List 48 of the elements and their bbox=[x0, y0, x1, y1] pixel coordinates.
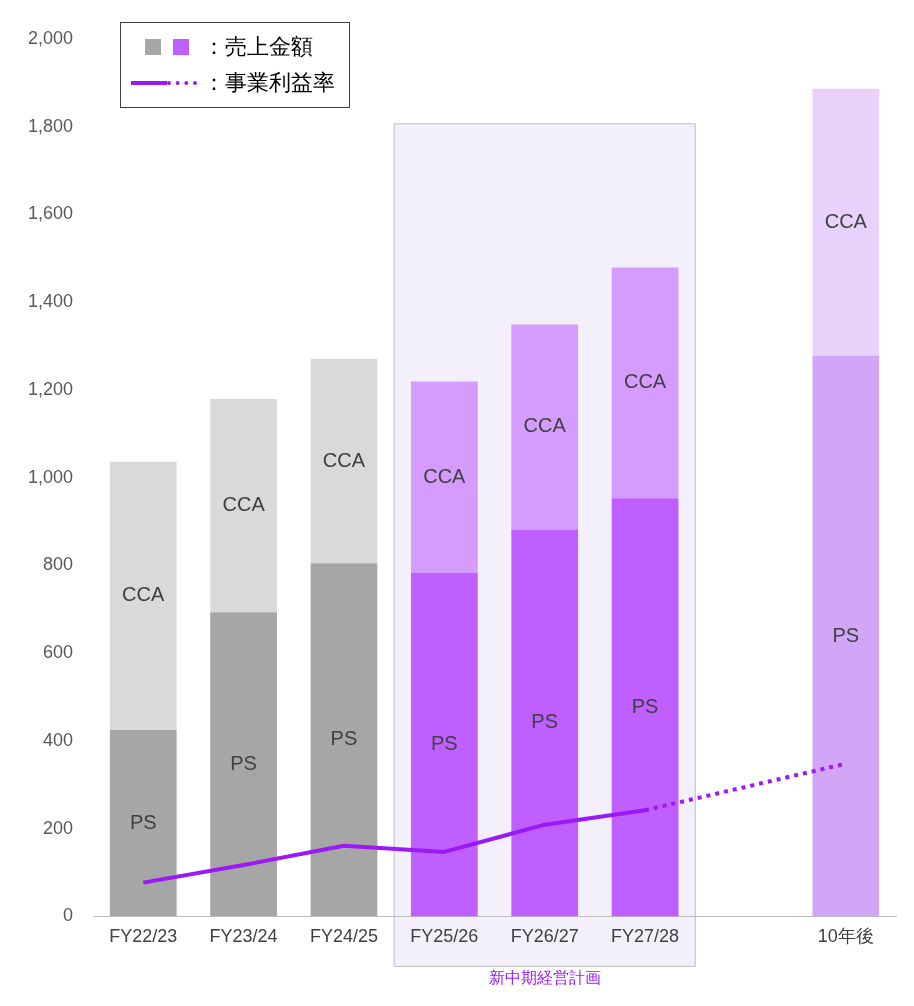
text: CCA bbox=[222, 493, 265, 516]
text: PS bbox=[129, 810, 157, 833]
series-label: CCA bbox=[122, 583, 165, 606]
bar bbox=[812, 355, 880, 917]
y-tick-label: 800 bbox=[43, 554, 74, 575]
x-tick-label: FY26/27 bbox=[510, 926, 579, 947]
bar bbox=[109, 729, 177, 917]
bar bbox=[511, 529, 579, 917]
text: CCA bbox=[623, 370, 667, 393]
bar bbox=[310, 563, 378, 917]
y-tick-label: 200 bbox=[43, 817, 74, 838]
text: PS bbox=[631, 694, 659, 717]
bar bbox=[210, 612, 277, 917]
text: CCA bbox=[322, 448, 366, 471]
text: CCA bbox=[824, 209, 867, 232]
x-tick-label: FY22/23 bbox=[109, 926, 178, 947]
bar bbox=[611, 267, 679, 499]
x-tick-label: FY24/25 bbox=[309, 926, 378, 947]
y-tick-label: 1,200 bbox=[28, 378, 74, 399]
y-tick-label: 1,000 bbox=[28, 466, 74, 487]
y-tick-label: 1,800 bbox=[28, 115, 74, 136]
y-tick-label: 400 bbox=[43, 729, 74, 750]
bar bbox=[511, 324, 579, 530]
bar bbox=[109, 461, 177, 730]
text: PS bbox=[531, 710, 559, 733]
series-label: PS bbox=[330, 727, 358, 750]
bar bbox=[410, 572, 478, 917]
text: CCA bbox=[523, 414, 566, 437]
x-tick-label: 10年後 bbox=[817, 926, 874, 947]
y-tick-label: 0 bbox=[63, 905, 74, 926]
y-tick-label: 600 bbox=[43, 642, 74, 663]
bar bbox=[812, 88, 880, 356]
x-tick-label: FY27/28 bbox=[611, 926, 680, 947]
y-tick-label: 2,000 bbox=[28, 27, 74, 48]
text: PS bbox=[832, 623, 860, 646]
legend-title: ：売上金額 bbox=[203, 33, 313, 61]
x-tick-label: FY23/24 bbox=[209, 926, 278, 947]
text: PS bbox=[430, 732, 458, 755]
bar bbox=[310, 359, 378, 564]
y-tick-label: 1,400 bbox=[28, 291, 74, 312]
bar bbox=[210, 399, 277, 613]
legend-label: ：事業利益率 bbox=[203, 69, 335, 97]
text: PS bbox=[230, 751, 257, 774]
bar bbox=[410, 381, 478, 573]
y-tick-label: 1,600 bbox=[28, 203, 74, 224]
band-label: 新中期経営計画 bbox=[488, 968, 601, 986]
x-tick-label: FY25/26 bbox=[410, 926, 479, 947]
text: CCA bbox=[423, 464, 466, 487]
